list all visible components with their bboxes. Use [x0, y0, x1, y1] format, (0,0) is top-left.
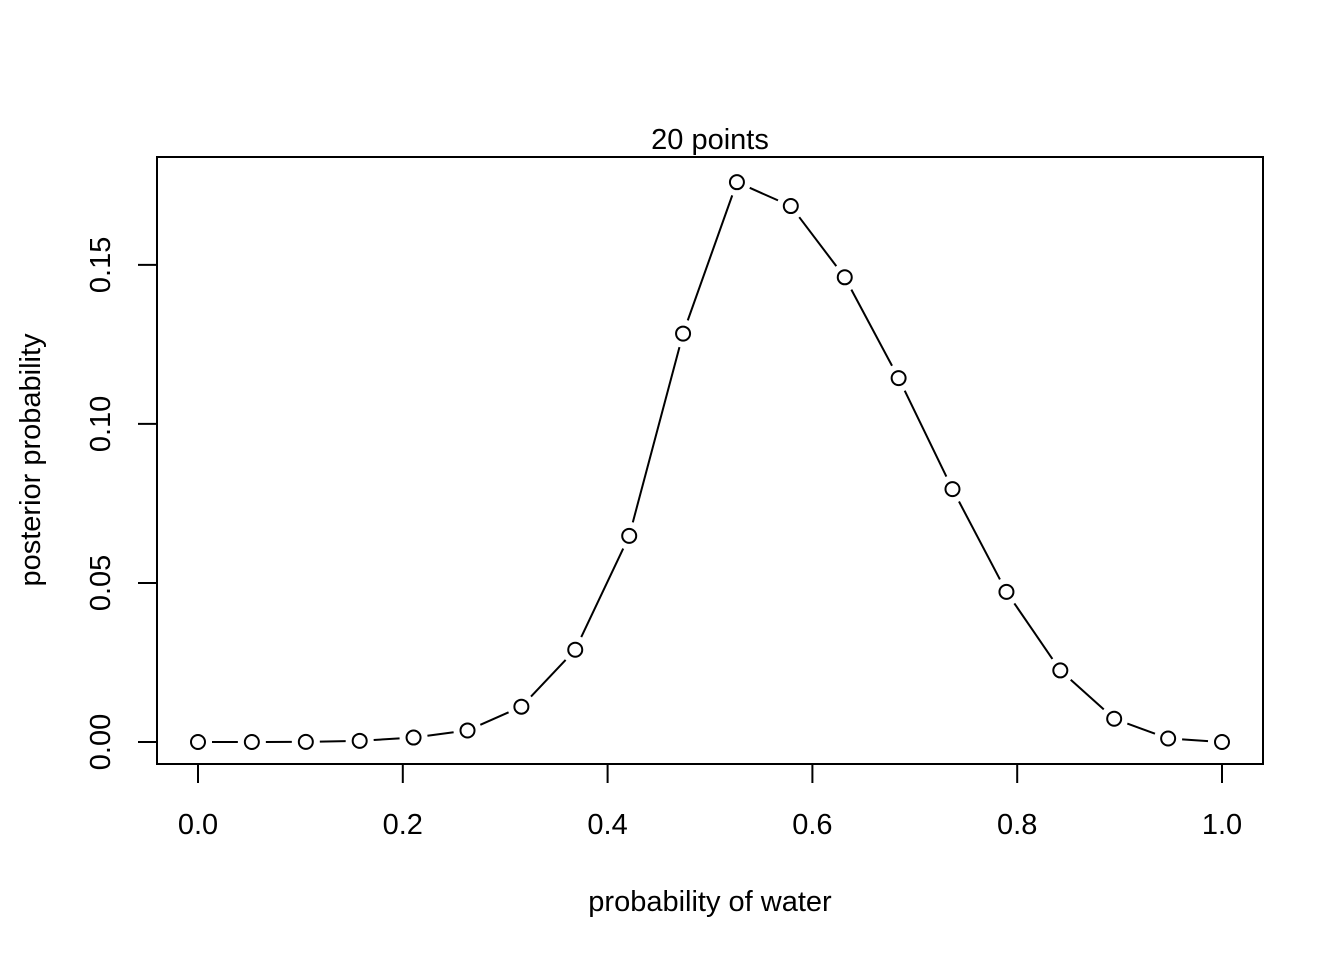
series-segment	[373, 737, 400, 741]
series-segment	[427, 731, 454, 737]
data-point	[1106, 710, 1123, 727]
series-segment	[749, 186, 779, 202]
series-line	[211, 186, 1209, 743]
series-segment	[1070, 679, 1105, 711]
data-point	[890, 370, 907, 387]
x-axis: 0.0 0.2 0.4 0.6 0.8 1.0	[178, 763, 1242, 841]
series-segment	[1013, 602, 1054, 660]
data-point	[1160, 730, 1177, 747]
x-tick-label: 0.6	[792, 809, 832, 841]
x-tick-label: 0.0	[178, 809, 218, 841]
series-segment	[903, 390, 948, 477]
data-point	[621, 527, 638, 544]
data-point	[513, 698, 530, 715]
y-tick-label: 0.05	[85, 555, 117, 611]
y-tick-label: 0.10	[85, 396, 117, 452]
data-point	[405, 729, 422, 746]
data-point	[1052, 662, 1069, 679]
data-point	[998, 583, 1015, 600]
x-tick-label: 0.2	[383, 809, 423, 841]
data-point	[675, 325, 692, 342]
chart-title: 20 points	[651, 124, 769, 156]
data-point	[243, 733, 260, 750]
data-point	[728, 174, 745, 191]
x-tick-label: 0.4	[587, 809, 627, 841]
plot-frame	[156, 156, 1264, 765]
series-points	[190, 174, 1230, 750]
y-axis-title: posterior probability	[15, 333, 47, 587]
x-axis-title: probability of water	[588, 886, 832, 918]
series-segment	[631, 346, 681, 523]
data-point	[567, 641, 584, 658]
series-segment	[686, 195, 734, 321]
series-segment	[479, 711, 509, 726]
x-tick-label: 0.8	[997, 809, 1037, 841]
series-segment	[958, 501, 1001, 580]
data-point	[836, 269, 853, 286]
x-tick-label: 1.0	[1202, 809, 1242, 841]
data-point	[351, 732, 368, 749]
data-point	[190, 734, 206, 750]
series-segment	[798, 216, 838, 267]
data-point	[1214, 734, 1230, 750]
series-segment	[530, 659, 567, 698]
data-point	[459, 722, 476, 739]
data-point	[782, 198, 799, 215]
y-axis: 0.00 0.05 0.10 0.15	[85, 237, 158, 770]
series-segment	[1182, 738, 1209, 743]
series-segment	[1126, 722, 1156, 735]
y-tick-label: 0.00	[85, 714, 117, 770]
data-point	[297, 733, 314, 750]
y-tick-label: 0.15	[85, 237, 117, 293]
data-point	[944, 481, 961, 498]
series-segment	[580, 548, 625, 638]
series-segment	[850, 289, 893, 367]
